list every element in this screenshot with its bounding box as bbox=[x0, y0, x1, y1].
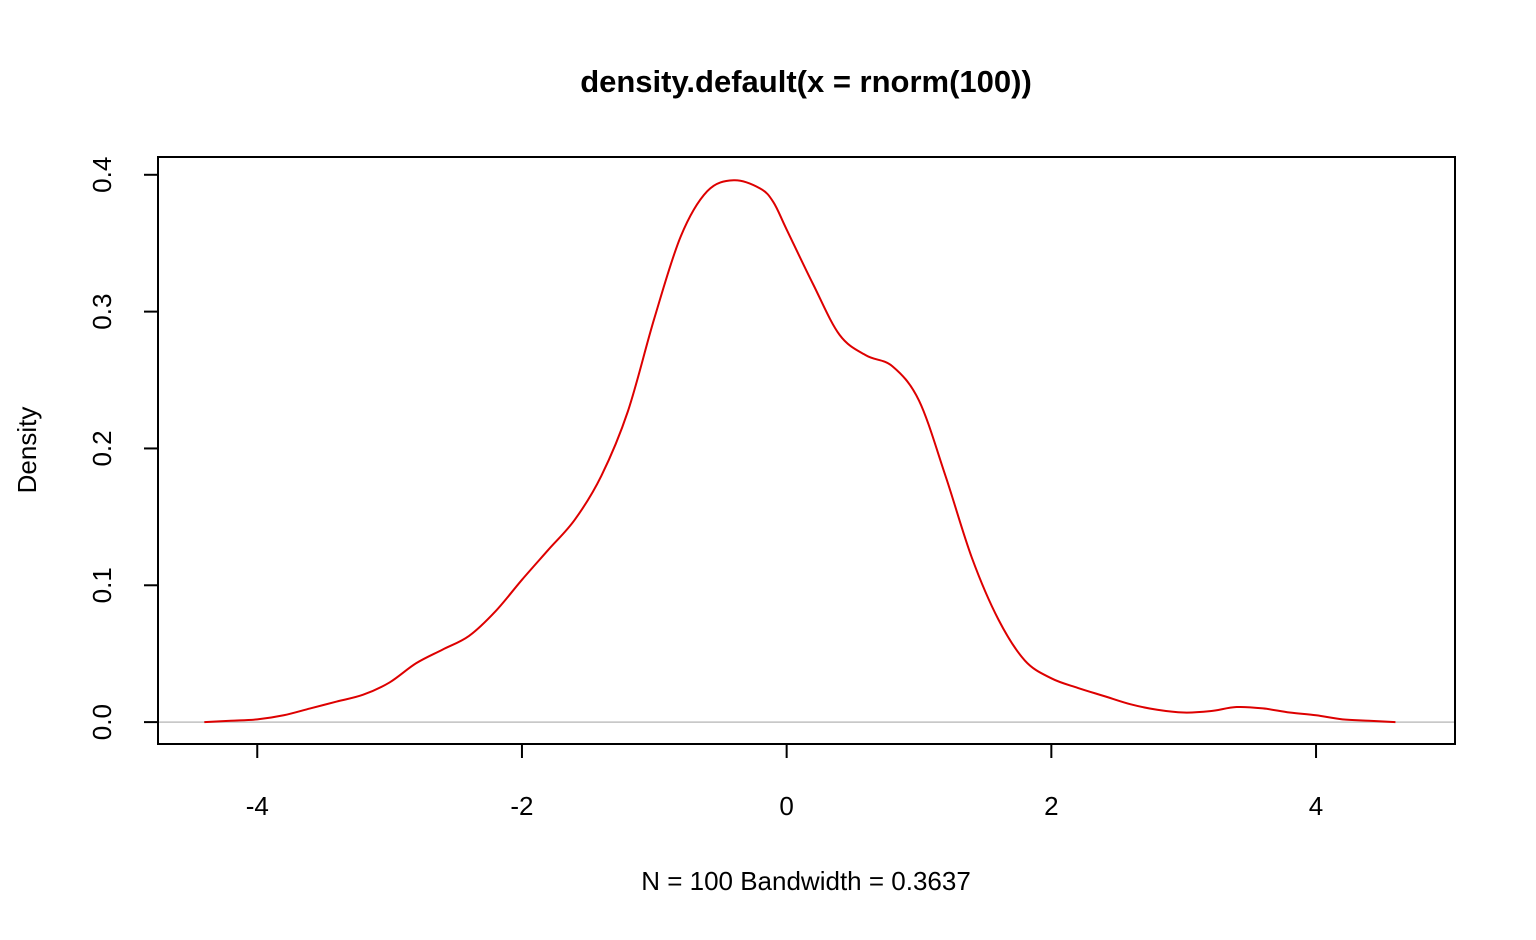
y-tick-label: 0.3 bbox=[87, 294, 117, 330]
x-tick-label: 0 bbox=[779, 791, 793, 821]
y-axis: 0.0 0.1 0.2 0.3 0.4 bbox=[87, 157, 159, 740]
density-curve bbox=[204, 179, 1396, 724]
x-tick-label: -2 bbox=[510, 791, 533, 821]
x-axis-title: N = 100 Bandwidth = 0.3637 bbox=[641, 866, 971, 896]
chart-title: density.default(x = rnorm(100)) bbox=[580, 64, 1032, 99]
y-tick-label: 0.0 bbox=[87, 704, 117, 740]
x-axis: -4 -2 0 2 4 bbox=[246, 743, 1323, 821]
x-tick-label: 4 bbox=[1309, 791, 1323, 821]
x-tick-label: -4 bbox=[246, 791, 269, 821]
plot-frame bbox=[157, 156, 1456, 745]
y-axis-title: Density bbox=[12, 407, 42, 494]
y-tick-label: 0.2 bbox=[87, 430, 117, 466]
y-tick-label: 0.1 bbox=[87, 567, 117, 603]
y-tick-label: 0.4 bbox=[87, 157, 117, 193]
x-tick-label: 2 bbox=[1044, 791, 1058, 821]
